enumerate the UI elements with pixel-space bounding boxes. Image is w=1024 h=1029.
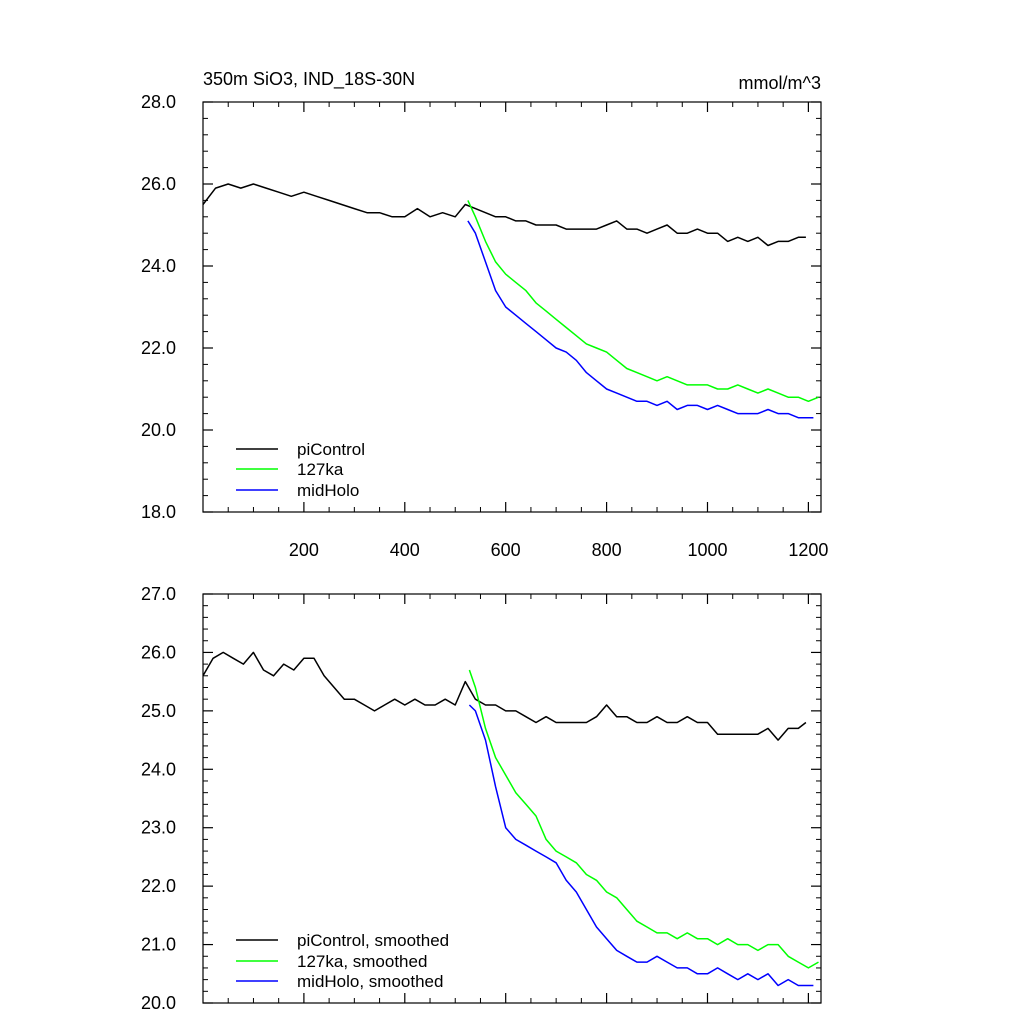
x-tick-label: 1200 — [788, 540, 828, 560]
x-tick-label: 600 — [491, 540, 521, 560]
y-tick-label: 26.0 — [141, 642, 176, 662]
plot-frame — [202, 593, 822, 1004]
legend-label: piControl — [297, 440, 365, 459]
series-line-127ka-smoothed — [468, 669, 819, 969]
y-tick-label: 28.0 — [141, 92, 176, 112]
legend-label: piControl, smoothed — [297, 931, 449, 950]
legend-label: midHolo — [297, 481, 359, 500]
chart-panel-2: 20.0 21.0 22.0 23.0 24.0 25.0 26.0 27.0 piContro… — [141, 584, 822, 1013]
legend-label: 127ka — [297, 460, 344, 479]
y-tick-label: 25.0 — [141, 701, 176, 721]
y-tick-label: 21.0 — [141, 935, 176, 955]
legend-label: midHolo, smoothed — [297, 972, 443, 991]
y-tick-label: 18.0 — [141, 502, 176, 522]
plot-frame — [202, 101, 822, 513]
series-line-midholo — [467, 220, 814, 419]
chart-panel-1: 200 400 600 800 1000 1200 18.0 20.0 22.0 24.0 26.0… — [141, 69, 828, 560]
y-tick-label: 26.0 — [141, 174, 176, 194]
y-tick-label: 27.0 — [141, 584, 176, 604]
chart-title: 350m SiO3, IND_18S-30N — [203, 69, 415, 90]
units-label: mmol/m^3 — [739, 73, 821, 93]
x-tick-label: 1000 — [687, 540, 727, 560]
series-line-picontrol-smoothed — [203, 651, 807, 741]
x-tick-label: 200 — [289, 540, 319, 560]
y-tick-label: 20.0 — [141, 993, 176, 1013]
x-tick-label: 400 — [390, 540, 420, 560]
y-tick-label: 20.0 — [141, 420, 176, 440]
series-line-127ka — [467, 200, 819, 403]
legend-label: 127ka, smoothed — [297, 952, 427, 971]
y-tick-label: 23.0 — [141, 818, 176, 838]
y-tick-label: 24.0 — [141, 759, 176, 779]
x-tick-label: 800 — [592, 540, 622, 560]
series-line-picontrol — [203, 183, 806, 247]
y-tick-label: 22.0 — [141, 876, 176, 896]
series-line-midholo-smoothed — [468, 704, 814, 987]
y-tick-label: 24.0 — [141, 256, 176, 276]
y-tick-label: 22.0 — [141, 338, 176, 358]
